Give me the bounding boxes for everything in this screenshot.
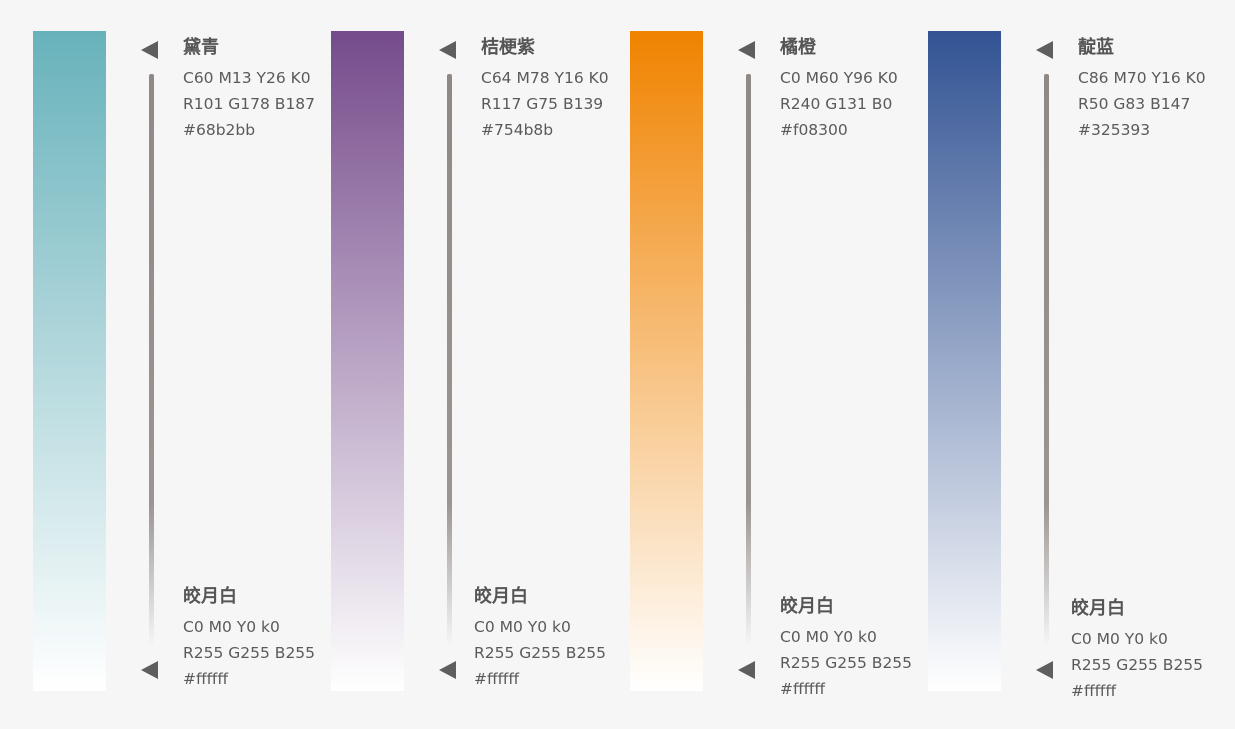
color-name: 靛蓝 <box>1078 37 1114 58</box>
rgb-value: R101 G178 B187 <box>183 95 316 113</box>
gradient-indicator-line <box>149 74 154 646</box>
color-name: 黛青 <box>183 37 219 58</box>
color-name: 皎月白 <box>1071 598 1125 619</box>
gradient-indicator-line <box>746 74 751 646</box>
triangle-pointer-icon <box>141 41 158 59</box>
gradient-bar <box>928 31 1001 691</box>
hex-value: #ffffff <box>474 670 520 688</box>
start-color-info: 黛青 C60 M13 Y26 K0 R101 G178 B187 #68b2bb <box>183 35 315 143</box>
rgb-value: R50 G83 B147 <box>1078 95 1191 113</box>
hex-value: #68b2bb <box>183 121 256 139</box>
triangle-pointer-icon <box>439 41 456 59</box>
cmyk-value: C86 M70 Y16 K0 <box>1078 69 1206 87</box>
swatch-column-jucheng: 橘橙 C0 M60 Y96 K0 R240 G131 B0 #f08300 皎月… <box>630 0 930 729</box>
rgb-value: R255 G255 B255 <box>183 644 316 662</box>
start-color-info: 桔梗紫 C64 M78 Y16 K0 R117 G75 B139 #754b8b <box>481 35 609 143</box>
gradient-bar <box>630 31 703 691</box>
rgb-value: R255 G255 B255 <box>474 644 607 662</box>
rgb-value: R255 G255 B255 <box>1071 656 1204 674</box>
end-color-info: 皎月白 C0 M0 Y0 k0 R255 G255 B255 #ffffff <box>183 584 315 692</box>
hex-value: #ffffff <box>780 680 826 698</box>
cmyk-value: C0 M0 Y0 k0 <box>474 618 571 636</box>
gradient-indicator-line <box>447 74 452 646</box>
swatch-column-daiqing: 黛青 C60 M13 Y26 K0 R101 G178 B187 #68b2bb… <box>33 0 333 729</box>
triangle-pointer-icon <box>439 661 456 679</box>
cmyk-value: C0 M0 Y0 k0 <box>183 618 280 636</box>
color-name: 皎月白 <box>183 586 237 607</box>
color-name: 橘橙 <box>780 37 816 58</box>
hex-value: #ffffff <box>1071 682 1117 700</box>
color-name: 皎月白 <box>780 596 834 617</box>
cmyk-value: C60 M13 Y26 K0 <box>183 69 311 87</box>
hex-value: #ffffff <box>183 670 229 688</box>
cmyk-value: C0 M60 Y96 K0 <box>780 69 898 87</box>
color-name: 皎月白 <box>474 586 528 607</box>
gradient-indicator-line <box>1044 74 1049 646</box>
end-color-info: 皎月白 C0 M0 Y0 k0 R255 G255 B255 #ffffff <box>1071 596 1203 704</box>
cmyk-value: C64 M78 Y16 K0 <box>481 69 609 87</box>
gradient-bar <box>33 31 106 691</box>
swatch-column-jiegengzi: 桔梗紫 C64 M78 Y16 K0 R117 G75 B139 #754b8b… <box>331 0 631 729</box>
end-color-info: 皎月白 C0 M0 Y0 k0 R255 G255 B255 #ffffff <box>780 594 912 702</box>
swatch-column-dianlan: 靛蓝 C86 M70 Y16 K0 R50 G83 B147 #325393 皎… <box>928 0 1228 729</box>
hex-value: #754b8b <box>481 121 554 139</box>
gradient-bar <box>331 31 404 691</box>
hex-value: #325393 <box>1078 121 1151 139</box>
color-name: 桔梗紫 <box>481 37 535 58</box>
rgb-value: R240 G131 B0 <box>780 95 893 113</box>
rgb-value: R117 G75 B139 <box>481 95 604 113</box>
hex-value: #f08300 <box>780 121 848 139</box>
triangle-pointer-icon <box>1036 41 1053 59</box>
triangle-pointer-icon <box>738 41 755 59</box>
start-color-info: 靛蓝 C86 M70 Y16 K0 R50 G83 B147 #325393 <box>1078 35 1206 143</box>
start-color-info: 橘橙 C0 M60 Y96 K0 R240 G131 B0 #f08300 <box>780 35 898 143</box>
cmyk-value: C0 M0 Y0 k0 <box>780 628 877 646</box>
triangle-pointer-icon <box>141 661 158 679</box>
end-color-info: 皎月白 C0 M0 Y0 k0 R255 G255 B255 #ffffff <box>474 584 606 692</box>
triangle-pointer-icon <box>738 661 755 679</box>
rgb-value: R255 G255 B255 <box>780 654 913 672</box>
triangle-pointer-icon <box>1036 661 1053 679</box>
cmyk-value: C0 M0 Y0 k0 <box>1071 630 1168 648</box>
